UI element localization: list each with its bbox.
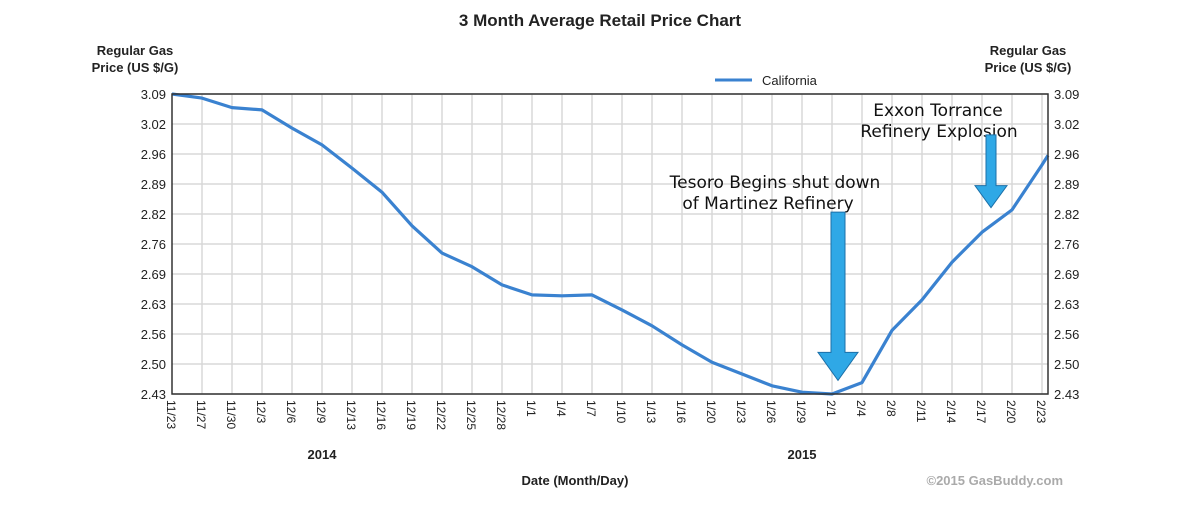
x-tick-label: 1/1 — [524, 400, 538, 417]
y-tick-label-left: 3.02 — [141, 117, 166, 132]
x-tick-label: 11/23 — [164, 400, 178, 429]
y-tick-label-right: 2.69 — [1054, 267, 1079, 282]
x-tick-label: 1/10 — [614, 400, 628, 424]
y-tick-label-right: 2.76 — [1054, 237, 1079, 252]
down-arrow-icon — [974, 134, 1008, 209]
x-tick-label: 11/30 — [224, 400, 238, 429]
x-tick-label: 1/29 — [794, 400, 808, 424]
y-tick-label-left: 2.96 — [141, 147, 166, 162]
x-tick-label: 2/1 — [824, 400, 838, 417]
y-tick-label-right: 3.09 — [1054, 87, 1079, 102]
x-tick-label: 11/27 — [194, 400, 208, 429]
annotation-text: Tesoro Begins shut down — [669, 173, 881, 193]
annotation-text: of Martinez Refinery — [682, 194, 853, 214]
y-tick-label-left: 2.56 — [141, 327, 166, 342]
x-tick-label: 2/20 — [1004, 400, 1018, 424]
y-axis-title-left-line2: Price (US $/G) — [92, 60, 179, 75]
chart-title: 3 Month Average Retail Price Chart — [459, 11, 741, 30]
y-tick-label-right: 2.96 — [1054, 147, 1079, 162]
y-tick-label-left: 3.09 — [141, 87, 166, 102]
y-tick-label-left: 2.43 — [141, 387, 166, 402]
x-tick-label: 1/23 — [734, 400, 748, 424]
x-tick-label: 1/4 — [554, 400, 568, 417]
y-tick-label-right: 2.89 — [1054, 177, 1079, 192]
year-labels: 2014 2015 — [308, 447, 817, 462]
y-tick-label-right: 2.50 — [1054, 357, 1079, 372]
y-tick-label-left: 2.69 — [141, 267, 166, 282]
x-tick-label: 1/13 — [644, 400, 658, 424]
x-tick-label: 12/25 — [464, 400, 478, 430]
x-tick-label: 12/22 — [434, 400, 448, 430]
x-tick-label: 2/14 — [944, 400, 958, 424]
y-tick-label-right: 2.82 — [1054, 207, 1079, 222]
credit: ©2015 GasBuddy.com — [927, 473, 1064, 488]
plot-frame — [171, 93, 1049, 395]
x-tick-label: 12/13 — [344, 400, 358, 430]
x-tick-label: 1/26 — [764, 400, 778, 424]
legend: California — [715, 73, 818, 88]
year-label: 2015 — [788, 447, 817, 462]
y-tick-label-left: 2.50 — [141, 357, 166, 372]
annotation-text: Exxon Torrance — [873, 101, 1003, 121]
x-tick-label: 2/8 — [884, 400, 898, 417]
x-tick-label: 1/16 — [674, 400, 688, 424]
x-tick-label: 1/7 — [584, 400, 598, 417]
y-tick-label-right: 3.02 — [1054, 117, 1079, 132]
x-tick-label: 12/6 — [284, 400, 298, 424]
annotation-text: Refinery Explosion — [860, 122, 1017, 142]
x-tick-label: 1/20 — [704, 400, 718, 424]
y-tick-label-right: 2.43 — [1054, 387, 1079, 402]
x-tick-label: 12/19 — [404, 400, 418, 430]
x-tick-label: 12/16 — [374, 400, 388, 430]
x-tick-label: 2/11 — [914, 400, 928, 423]
x-axis-title: Date (Month/Day) — [522, 473, 629, 488]
y-tick-label-right: 2.56 — [1054, 327, 1079, 342]
x-tick-label: 12/9 — [314, 400, 328, 424]
y-tick-label-left: 2.82 — [141, 207, 166, 222]
x-tick-label: 12/28 — [494, 400, 508, 430]
x-tick-label: 2/4 — [854, 400, 868, 417]
y-axis-title-right-line1: Regular Gas — [990, 43, 1067, 58]
y-axis-title-right: Regular Gas Price (US $/G) — [985, 43, 1072, 75]
y-axis-title-right-line2: Price (US $/G) — [985, 60, 1072, 75]
down-arrow-icon — [817, 211, 859, 382]
y-axis-title-left: Regular Gas Price (US $/G) — [92, 43, 179, 75]
y-ticks: 3.09 3.09 3.02 3.02 2.96 2.96 2.89 2.89 2.82 2.82… — [141, 87, 1080, 402]
y-axis-title-left-line1: Regular Gas — [97, 43, 174, 58]
x-tick-label: 12/3 — [254, 400, 268, 424]
y-tick-label-left: 2.89 — [141, 177, 166, 192]
y-tick-label-left: 2.63 — [141, 297, 166, 312]
y-tick-label-right: 2.63 — [1054, 297, 1079, 312]
x-ticks: 11/23 11/27 11/30 12/3 12/6 12/9 12/13 12/16 12/… — [164, 400, 1048, 430]
x-tick-label: 2/17 — [974, 400, 988, 424]
y-tick-label-left: 2.76 — [141, 237, 166, 252]
legend-label: California — [762, 73, 818, 88]
series-line-california — [171, 92, 1050, 396]
x-tick-label: 2/23 — [1034, 400, 1048, 424]
year-label: 2014 — [308, 447, 338, 462]
